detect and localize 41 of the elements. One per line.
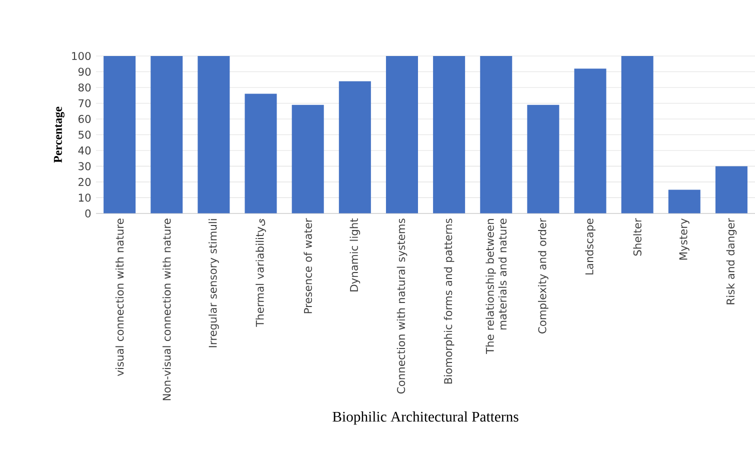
y-axis-title: Percentage <box>54 106 64 163</box>
bar <box>150 56 183 214</box>
x-tick-label: Non-visual connection with nature <box>162 218 171 400</box>
x-tick-label: visual connection with nature <box>115 218 124 376</box>
bar <box>104 56 136 214</box>
y-tick-label: 40 <box>78 146 91 154</box>
y-tick-label: 20 <box>78 178 91 186</box>
x-tick-label: Shelter <box>633 218 642 256</box>
bar <box>715 166 748 214</box>
bar <box>292 104 324 214</box>
y-tick-label: 100 <box>72 52 91 60</box>
y-tick-label: 0 <box>85 209 91 218</box>
bar <box>574 68 606 214</box>
x-tick-label: Risk and danger <box>726 218 737 304</box>
y-tick-label: 50 <box>78 130 91 139</box>
y-tick-label: 60 <box>78 114 91 123</box>
bar <box>244 94 277 214</box>
bar <box>480 56 512 214</box>
bar <box>386 56 418 214</box>
x-tick-label: Complexity and order <box>538 218 548 334</box>
bar <box>338 81 371 214</box>
bar <box>527 104 560 214</box>
x-tick-label: Biomorphic forms and patterns <box>444 218 454 384</box>
y-tick-label: 10 <box>78 194 91 202</box>
y-tick-label: 70 <box>78 99 91 108</box>
bar <box>668 190 700 214</box>
x-tick-label: Presence of water <box>304 218 312 314</box>
x-tick-label: Dynamic light <box>350 218 360 292</box>
x-axis-title: Biophilic Architectural Patterns <box>332 411 518 425</box>
x-tick-label: Mystery <box>679 218 690 260</box>
y-tick-label: 90 <box>78 68 91 76</box>
bar <box>433 56 466 214</box>
x-tick-label: Landscape <box>585 218 596 274</box>
x-tick-label: Irregular sensory stimuli <box>208 219 219 348</box>
y-tick-label: 80 <box>78 83 91 92</box>
x-tick-label: Thermal variabilityی <box>256 218 266 327</box>
x-tick-label: Connection with natural systems <box>396 218 408 394</box>
y-tick-label: 30 <box>78 162 91 170</box>
bar <box>621 56 654 214</box>
bar <box>198 56 230 214</box>
x-tick-label: The relationship between materials and nature <box>486 218 507 354</box>
